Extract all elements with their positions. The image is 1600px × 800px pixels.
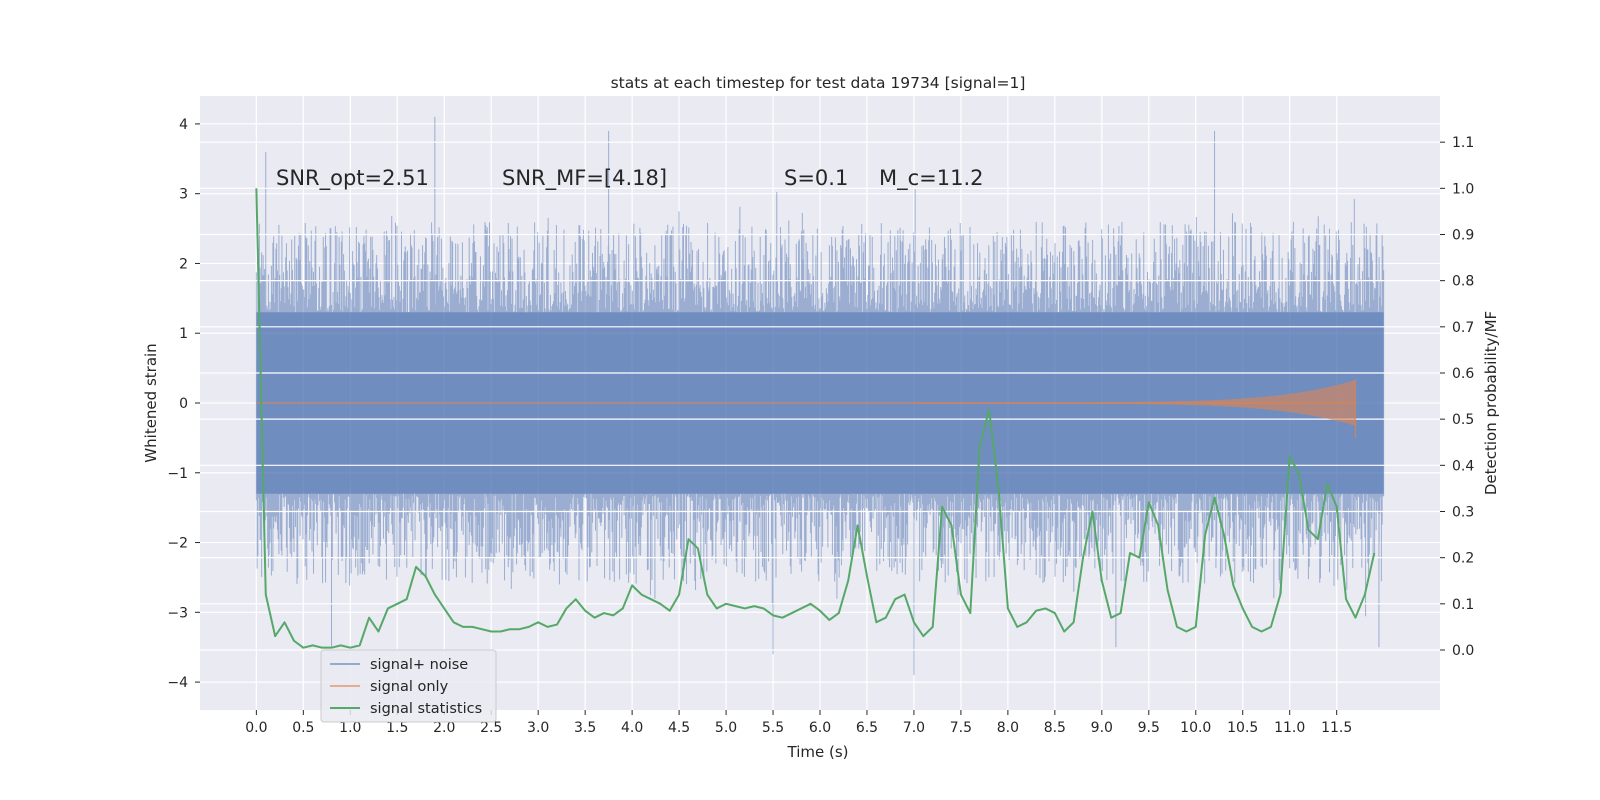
y-tick-label: −2: [167, 536, 188, 552]
x-tick-label: 2.5: [480, 720, 502, 736]
x-tick-label: 1.5: [386, 720, 408, 736]
y2-tick-label: 0.1: [1452, 597, 1474, 613]
y-tick-label: −3: [167, 605, 188, 621]
y-tick-label: 3: [179, 187, 188, 203]
x-tick-label: 5.0: [715, 720, 737, 736]
y-tick-label: 1: [179, 326, 188, 342]
legend-box: [320, 649, 497, 723]
y2-tick-label: 0.7: [1452, 320, 1474, 336]
legend-label-signal-noise: signal+ noise: [370, 657, 468, 673]
y-axis-label: Whitened strain: [142, 343, 160, 462]
y2-tick-label: 0.6: [1452, 366, 1474, 382]
y-tick-label: −4: [167, 675, 188, 691]
y2-tick-label: 0.3: [1452, 504, 1474, 520]
y-tick-label: 0: [179, 396, 188, 412]
legend: signal+ noise signal only signal statist…: [320, 649, 497, 723]
x-tick-label: 5.5: [762, 720, 784, 736]
series-signal-only: [256, 379, 1357, 438]
x-tick-label: 11.5: [1321, 720, 1352, 736]
x-tick-label: 8.0: [997, 720, 1019, 736]
x-tick-label: 3.5: [574, 720, 596, 736]
series-signal-statistics: [255, 188, 1376, 649]
y2-tick-label: 0.9: [1452, 227, 1474, 243]
x-tick-label: 0.5: [292, 720, 314, 736]
chart-title: stats at each timestep for test data 197…: [611, 74, 1026, 92]
annotation-snr-opt: SNR_opt=2.51: [276, 166, 429, 191]
y2-tick-label: 1.1: [1452, 135, 1474, 151]
y-tick-label: 4: [179, 117, 188, 133]
x-axis-ticks: 0.0 0.5 1.0 1.5 2.0 2.5 3.0 3.5 4.0 4.5 5.0 5.5 6.0 6…: [245, 710, 1352, 736]
y-tick-label: −1: [167, 466, 188, 482]
x-tick-label: 7.0: [903, 720, 925, 736]
y-axis-ticks: 4 3 2 1 0 −1 −2 −3 −4: [167, 117, 200, 691]
y2-tick-label: 0.5: [1452, 412, 1474, 428]
annotation-s: S=0.1: [784, 166, 848, 190]
y2-tick-label: 0.0: [1452, 643, 1474, 659]
y-tick-label: 2: [179, 256, 188, 272]
y2-tick-label: 0.4: [1452, 458, 1474, 474]
x-tick-label: 2.0: [433, 720, 455, 736]
y2-tick-label: 0.8: [1452, 274, 1474, 290]
x-tick-label: 8.5: [1044, 720, 1066, 736]
annotation-mc: M_c=11.2: [879, 166, 984, 191]
x-tick-label: 9.0: [1091, 720, 1113, 736]
x-tick-label: 4.0: [621, 720, 643, 736]
legend-label-signal-statistics: signal statistics: [370, 701, 482, 717]
y2-axis-ticks: 1.1 1.0 0.9 0.8 0.7 0.6 0.5 0.4 0.3 0.2 0.1 0.0: [1440, 135, 1474, 659]
annotation-snr-mf: SNR_MF=[4.18]: [502, 166, 667, 191]
x-tick-label: 4.5: [668, 720, 690, 736]
x-tick-label: 7.5: [950, 720, 972, 736]
x-tick-label: 6.5: [856, 720, 878, 736]
x-tick-label: 0.0: [245, 720, 267, 736]
y2-axis-label: Detection probability/MF: [1482, 311, 1500, 495]
x-tick-label: 11.0: [1274, 720, 1305, 736]
x-tick-label: 10.5: [1227, 720, 1258, 736]
x-tick-label: 10.0: [1180, 720, 1211, 736]
statistics-line: [255, 188, 1376, 649]
x-tick-label: 6.0: [809, 720, 831, 736]
x-axis-label: Time (s): [787, 743, 849, 761]
legend-label-signal-only: signal only: [370, 679, 449, 695]
y2-tick-label: 0.2: [1452, 551, 1474, 567]
annotations: SNR_opt=2.51 SNR_MF=[4.18] S=0.1 M_c=11.…: [276, 166, 984, 191]
x-tick-label: 9.5: [1138, 720, 1160, 736]
y2-gridlines: [200, 141, 1440, 651]
y2-tick-label: 1.0: [1452, 181, 1474, 197]
x-tick-label: 3.0: [527, 720, 549, 736]
x-tick-label: 1.0: [339, 720, 361, 736]
